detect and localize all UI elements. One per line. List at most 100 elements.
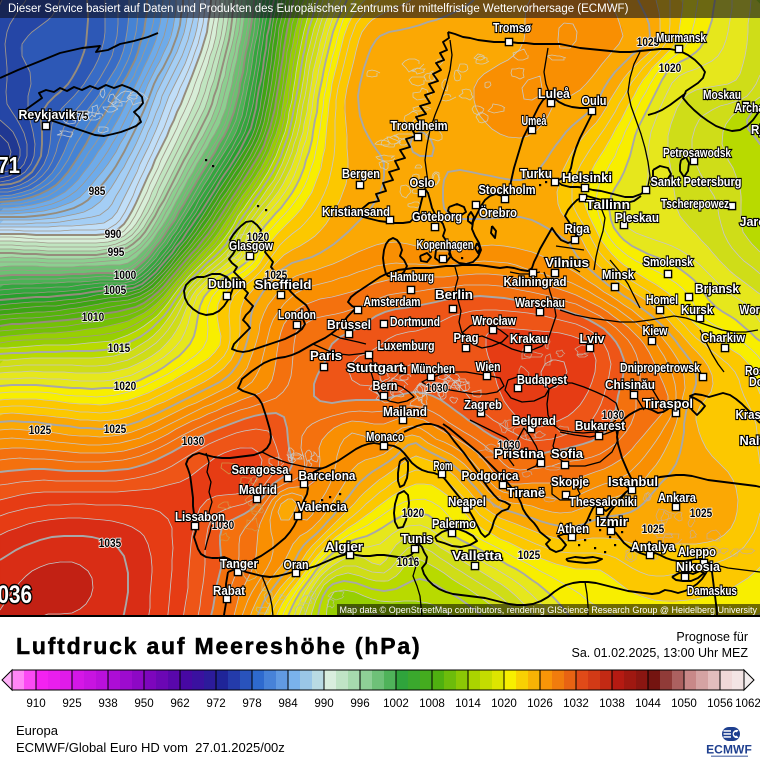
svg-text:Belgrad: Belgrad [512,413,556,428]
svg-text:Tunis: Tunis [401,531,433,546]
svg-text:1002: 1002 [383,697,409,710]
svg-text:Athen: Athen [557,521,589,536]
svg-text:1020: 1020 [402,506,425,520]
svg-text:Stockholm: Stockholm [479,182,536,197]
svg-text:Turku: Turku [520,166,552,181]
svg-text:Charkiw: Charkiw [701,330,746,345]
svg-text:Chisinău: Chisinău [605,377,655,392]
svg-text:1056: 1056 [707,697,733,710]
svg-text:990: 990 [105,227,122,241]
svg-text:1010: 1010 [82,310,105,324]
svg-text:1015: 1015 [108,341,131,355]
svg-text:Lviv: Lviv [580,331,606,346]
svg-text:Dublin: Dublin [208,276,246,291]
svg-text:Madrid: Madrid [239,482,277,497]
svg-text:Minsk: Minsk [602,267,635,282]
svg-text:972: 972 [206,697,225,710]
svg-text:Stuttgart: Stuttgart [347,360,405,375]
svg-text:962: 962 [170,697,189,710]
svg-text:Reykjavik: Reykjavik [19,107,77,122]
svg-text:Tromsø: Tromsø [493,20,531,35]
svg-text:1026: 1026 [527,697,553,710]
svg-text:München: München [411,361,455,376]
svg-text:Kaliningrad: Kaliningrad [504,274,567,289]
svg-text:Izmir: Izmir [596,514,628,529]
svg-text:996: 996 [350,697,369,710]
svg-text:Dnipropetrowsk: Dnipropetrowsk [620,360,701,375]
svg-text:1025: 1025 [642,522,665,536]
svg-text:1025: 1025 [104,422,127,436]
svg-text:Ankara: Ankara [658,490,697,505]
svg-text:Mailand: Mailand [383,404,427,419]
svg-text:1005: 1005 [104,283,127,297]
svg-text:Jaroslawl: Jaroslawl [740,214,760,229]
svg-text:Sheffield: Sheffield [255,277,312,292]
svg-text:Riga: Riga [565,221,591,236]
svg-text:Warschau: Warschau [515,295,565,310]
svg-text:Palermo: Palermo [432,516,476,531]
svg-text:1020: 1020 [659,61,682,75]
svg-text:Sankt Petersburg: Sankt Petersburg [651,174,742,189]
svg-text:Tiranë: Tiranë [507,485,545,500]
svg-text:London: London [278,307,316,322]
svg-text:Valletta: Valletta [452,548,503,563]
svg-text:Luxemburg: Luxemburg [378,338,435,353]
svg-text:Petrosawodsk: Petrosawodsk [663,145,732,160]
svg-text:Pleskau: Pleskau [615,210,659,225]
svg-text:Pristina: Pristina [494,446,545,461]
svg-text:1025: 1025 [518,548,541,562]
svg-text:985: 985 [89,184,106,198]
svg-text:1038: 1038 [599,697,625,710]
svg-text:Bergen: Bergen [342,166,380,181]
svg-text:Paris: Paris [310,348,342,363]
svg-text:1008: 1008 [419,697,445,710]
svg-text:910: 910 [26,697,45,710]
svg-text:Göteborg: Göteborg [412,209,462,224]
svg-text:978: 978 [242,697,261,710]
svg-text:Krakau: Krakau [510,331,548,346]
svg-text:Bern: Bern [373,378,398,393]
svg-text:Umeå: Umeå [522,113,548,128]
svg-text:Barcelona: Barcelona [299,468,357,483]
svg-text:Dortmund: Dortmund [390,314,440,329]
svg-text:Rabat: Rabat [213,583,246,598]
svg-text:Donezk: Donezk [749,374,760,389]
svg-text:1014: 1014 [455,697,481,710]
svg-text:Valencia: Valencia [297,499,348,514]
svg-text:1062: 1062 [735,697,760,710]
svg-text:Brüssel: Brüssel [327,317,371,332]
svg-text:Istanbul: Istanbul [608,474,658,489]
svg-text:Neapel: Neapel [448,494,486,509]
svg-text:Monaco: Monaco [366,429,404,444]
svg-text:Archangelsk: Archangelsk [735,100,760,115]
svg-text:Vilnius: Vilnius [545,255,589,270]
svg-text:Krasnodar: Krasnodar [736,407,760,422]
svg-text:1020: 1020 [491,697,517,710]
svg-text:Wien: Wien [476,359,501,374]
svg-text:Örebro: Örebro [479,205,517,220]
svg-text:Kursk: Kursk [681,302,714,317]
svg-text:Woronesch: Woronesch [740,302,760,317]
svg-text:Glasgow: Glasgow [229,238,274,253]
svg-text:Tscherepowez: Tscherepowez [661,196,729,211]
svg-text:Antalya: Antalya [631,539,676,554]
svg-text:Oslo: Oslo [410,175,435,190]
svg-text:Kristiansand: Kristiansand [322,204,390,219]
svg-text:Wrocław: Wrocław [472,313,517,328]
svg-text:Naltschik: Naltschik [740,433,760,448]
svg-text:1020: 1020 [114,379,137,393]
svg-text:1030: 1030 [182,434,205,448]
svg-text:1030: 1030 [426,381,449,395]
svg-text:Moskau: Moskau [703,87,741,102]
svg-text:984: 984 [278,697,298,710]
svg-text:Trondheim: Trondheim [391,118,448,133]
svg-text:Skopje: Skopje [551,474,589,489]
svg-text:995: 995 [108,245,125,259]
svg-text:Nikosia: Nikosia [676,559,721,574]
svg-text:Tiraspol: Tiraspol [643,396,693,411]
svg-text:925: 925 [62,697,81,710]
svg-text:Helsinki: Helsinki [562,170,612,185]
svg-text:Thessaloniki: Thessaloniki [569,494,637,509]
svg-text:Kiew: Kiew [643,323,669,338]
svg-text:1032: 1032 [563,697,589,710]
